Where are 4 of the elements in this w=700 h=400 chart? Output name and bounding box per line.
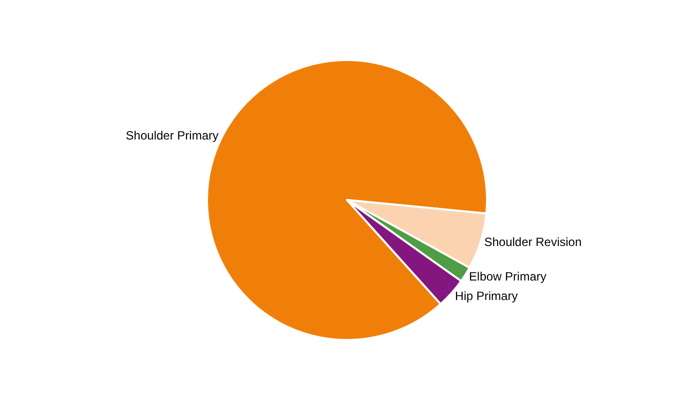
slice-label: Shoulder Revision	[484, 235, 582, 250]
slice-label: Hip Primary	[455, 289, 518, 304]
slice-label: Elbow Primary	[469, 270, 546, 284]
slice-label: Shoulder Primary	[126, 128, 218, 143]
